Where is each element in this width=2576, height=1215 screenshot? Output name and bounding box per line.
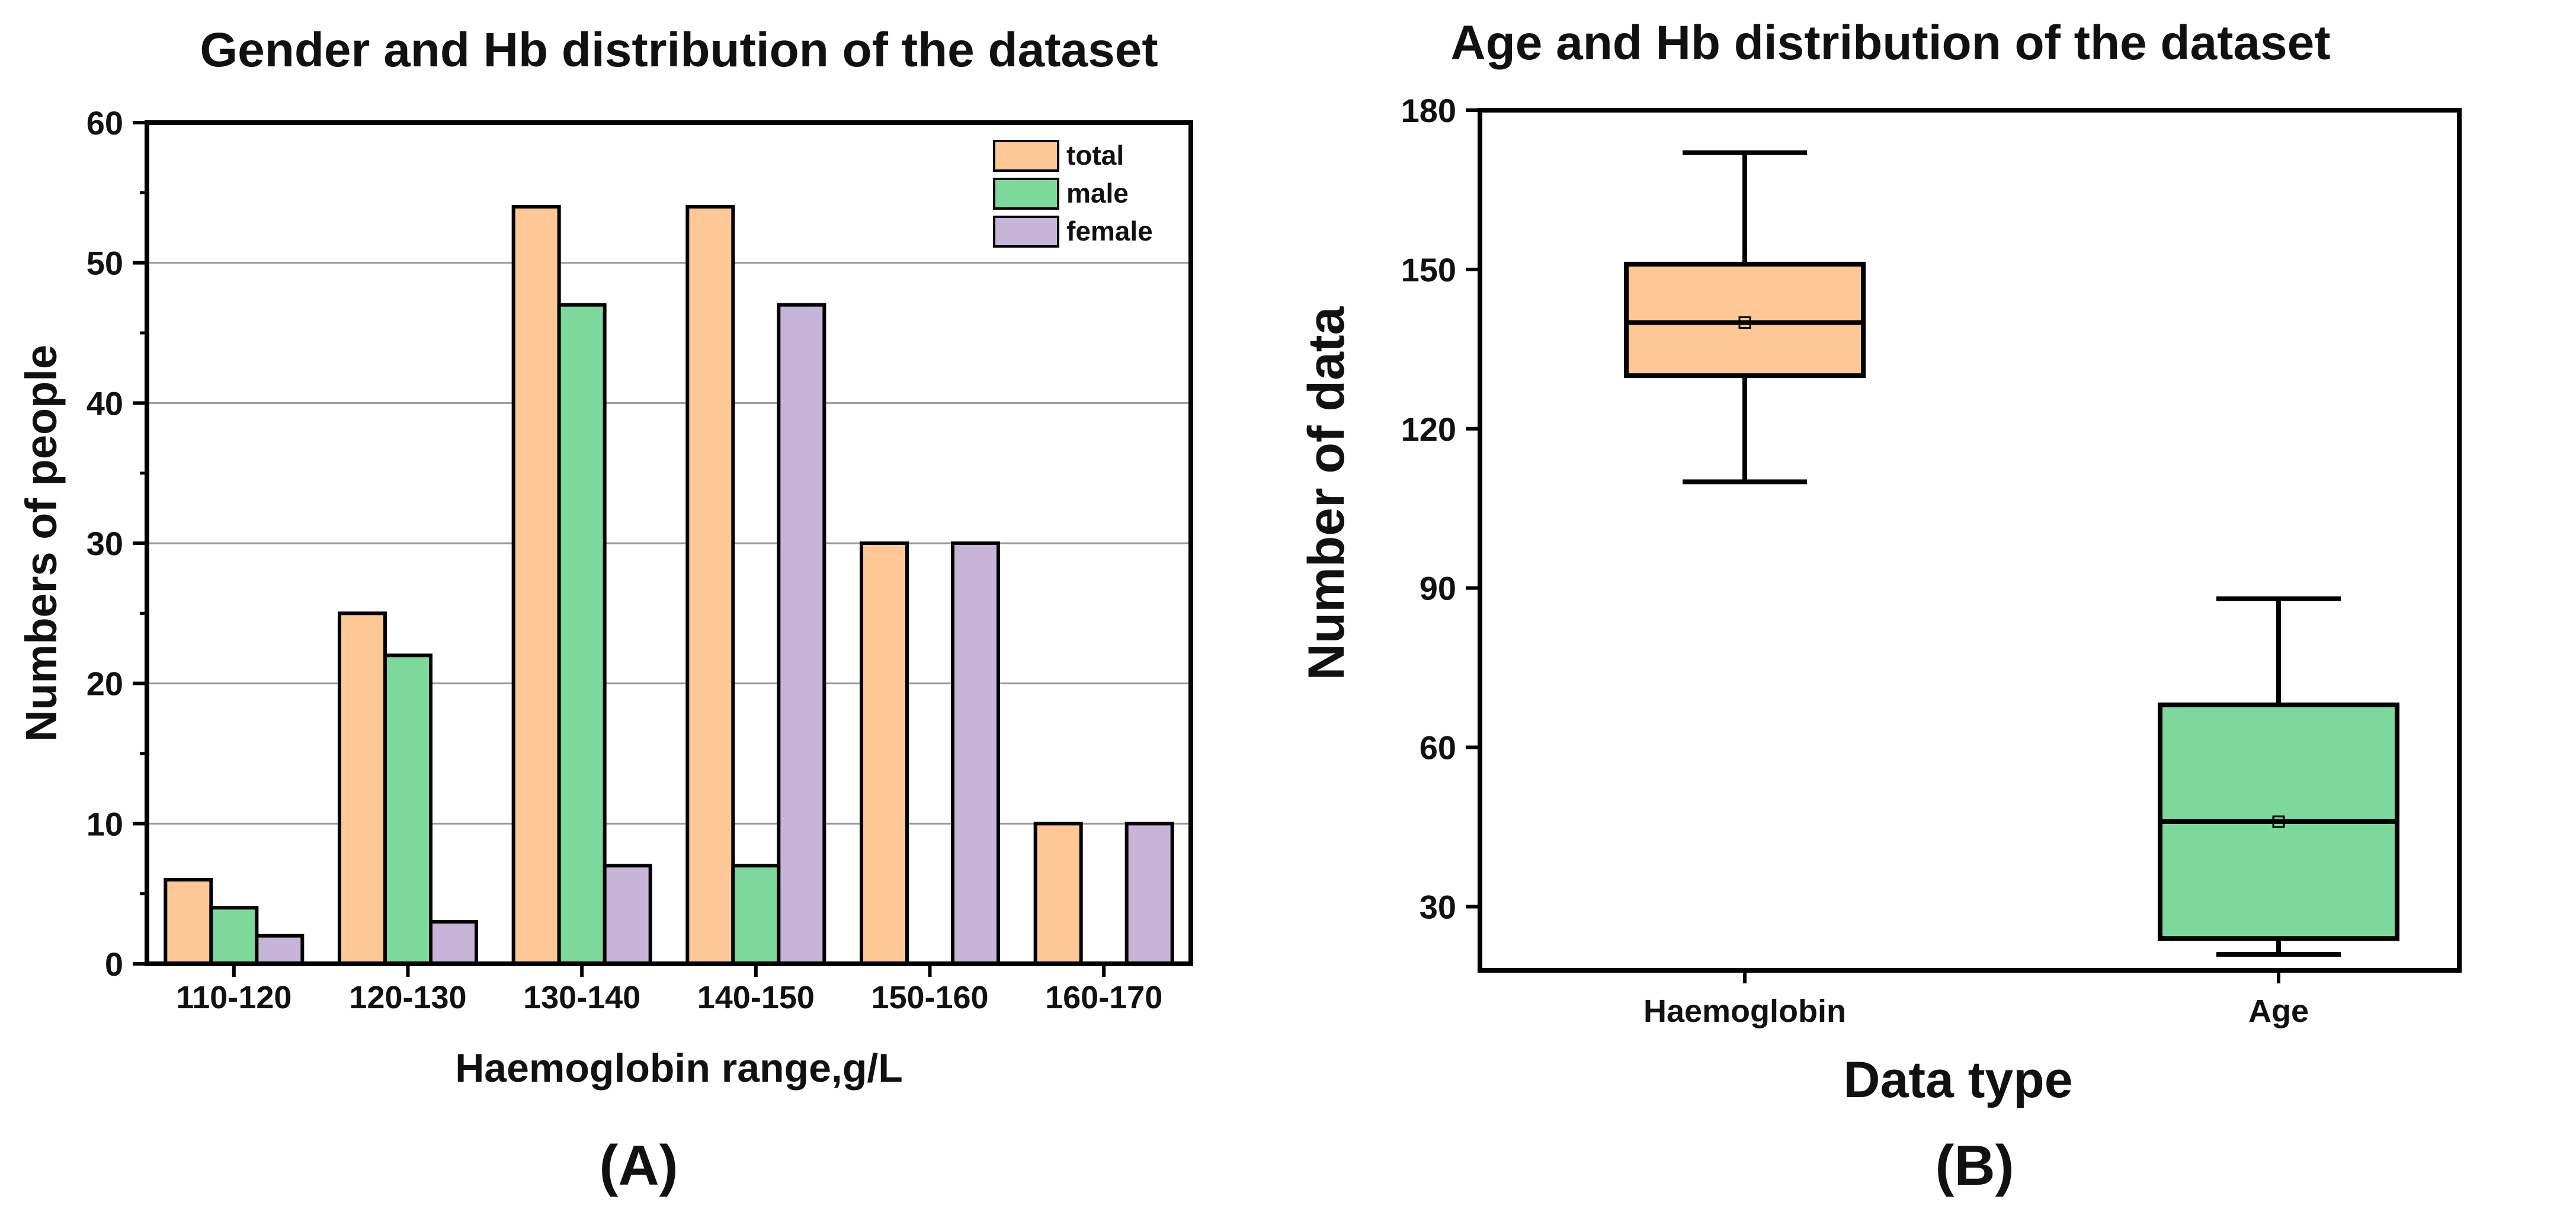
x-tick-label: Haemoglobin xyxy=(1643,993,1846,1029)
bar-total-160-170 xyxy=(1033,822,1083,966)
legend-label-female: female xyxy=(1066,216,1153,246)
panel-b-label: (B) xyxy=(1935,1134,2014,1197)
bar-male-140-150 xyxy=(731,864,781,966)
panel-a-x-axis-label: Haemoglobin range,g/L xyxy=(455,1046,903,1091)
panel-b-y-axis-label: Number of data xyxy=(1298,306,1355,680)
mean-marker xyxy=(2272,815,2285,828)
panel-a-bar-chart: Gender and Hb distribution of the datase… xyxy=(17,23,1193,1197)
panel-b-x-tick-labels: Haemoglobin Age xyxy=(1643,970,2309,1029)
legend-swatch-male xyxy=(993,178,1059,210)
x-tick-label: 140-150 xyxy=(697,980,815,1015)
x-tick-label: 150-160 xyxy=(871,980,988,1015)
panel-a-label: (A) xyxy=(599,1134,678,1197)
panel-a-bars xyxy=(164,205,1174,966)
bar-female-110-120 xyxy=(255,934,305,966)
y-tick-label: 20 xyxy=(86,665,123,703)
panel-a-x-tick-labels: 110-120 120-130 130-140 140-150 150-160 160-1… xyxy=(176,964,1162,1015)
panel-a-legend: total male female xyxy=(993,140,1153,248)
panel-a-title: Gender and Hb distribution of the datase… xyxy=(200,23,1158,77)
iqr-box xyxy=(1624,261,1866,379)
panel-b-boxes xyxy=(1624,150,2399,957)
x-tick-label: Age xyxy=(2248,993,2309,1029)
box-Age xyxy=(2158,596,2399,957)
legend-label-male: male xyxy=(1066,178,1129,209)
panel-b-title: Age and Hb distribution of the dataset xyxy=(1450,16,2330,70)
y-tick-label: 10 xyxy=(86,805,123,842)
bar-total-150-160 xyxy=(860,541,909,966)
y-tick-label: 180 xyxy=(1401,92,1456,129)
bar-female-130-140 xyxy=(603,864,652,966)
bar-male-130-140 xyxy=(557,303,607,966)
panel-b-box-plot: Age and Hb distribution of the dataset 3… xyxy=(1298,16,2462,1197)
bar-total-140-150 xyxy=(685,205,735,966)
panel-b-plot-frame xyxy=(1478,108,2462,973)
bar-female-120-130 xyxy=(429,920,478,966)
y-tick-label: 30 xyxy=(86,525,123,562)
bar-male-120-130 xyxy=(383,653,432,966)
bar-male-110-120 xyxy=(209,906,259,966)
x-tick-label: 110-120 xyxy=(176,980,291,1015)
legend-swatch-total xyxy=(993,140,1059,172)
y-tick-label: 150 xyxy=(1401,251,1456,288)
panel-a-y-axis-label: Numbers of people xyxy=(17,345,66,742)
bar-total-130-140 xyxy=(511,205,561,966)
y-tick-label: 0 xyxy=(105,945,123,983)
y-tick-label: 120 xyxy=(1401,411,1456,448)
y-tick-label: 30 xyxy=(1420,888,1456,925)
y-tick-label: 60 xyxy=(86,104,123,142)
panel-a-gridlines xyxy=(147,262,1191,825)
panel-b-y-ticks: 30 60 90 120 150 180 xyxy=(1401,92,1480,925)
bar-female-160-170 xyxy=(1124,822,1174,966)
legend-label-total: total xyxy=(1066,140,1124,171)
y-tick-label: 90 xyxy=(1420,570,1456,607)
y-tick-label: 40 xyxy=(86,384,123,422)
legend-swatch-female xyxy=(993,216,1059,248)
panel-a-y-ticks: 0 10 20 30 40 50 60 xyxy=(86,104,147,983)
x-tick-label: 130-140 xyxy=(523,980,640,1015)
x-tick-label: 120-130 xyxy=(349,980,466,1015)
box-Haemoglobin xyxy=(1624,150,1866,485)
bar-total-120-130 xyxy=(338,611,387,966)
y-tick-label: 60 xyxy=(1420,729,1456,767)
y-tick-label: 50 xyxy=(86,245,123,282)
bar-female-140-150 xyxy=(777,303,826,966)
mean-marker xyxy=(1738,316,1751,329)
bar-female-150-160 xyxy=(951,541,1000,966)
panel-b-x-axis-label: Data type xyxy=(1843,1051,2072,1108)
bar-total-110-120 xyxy=(164,878,213,966)
x-tick-label: 160-170 xyxy=(1045,980,1162,1015)
